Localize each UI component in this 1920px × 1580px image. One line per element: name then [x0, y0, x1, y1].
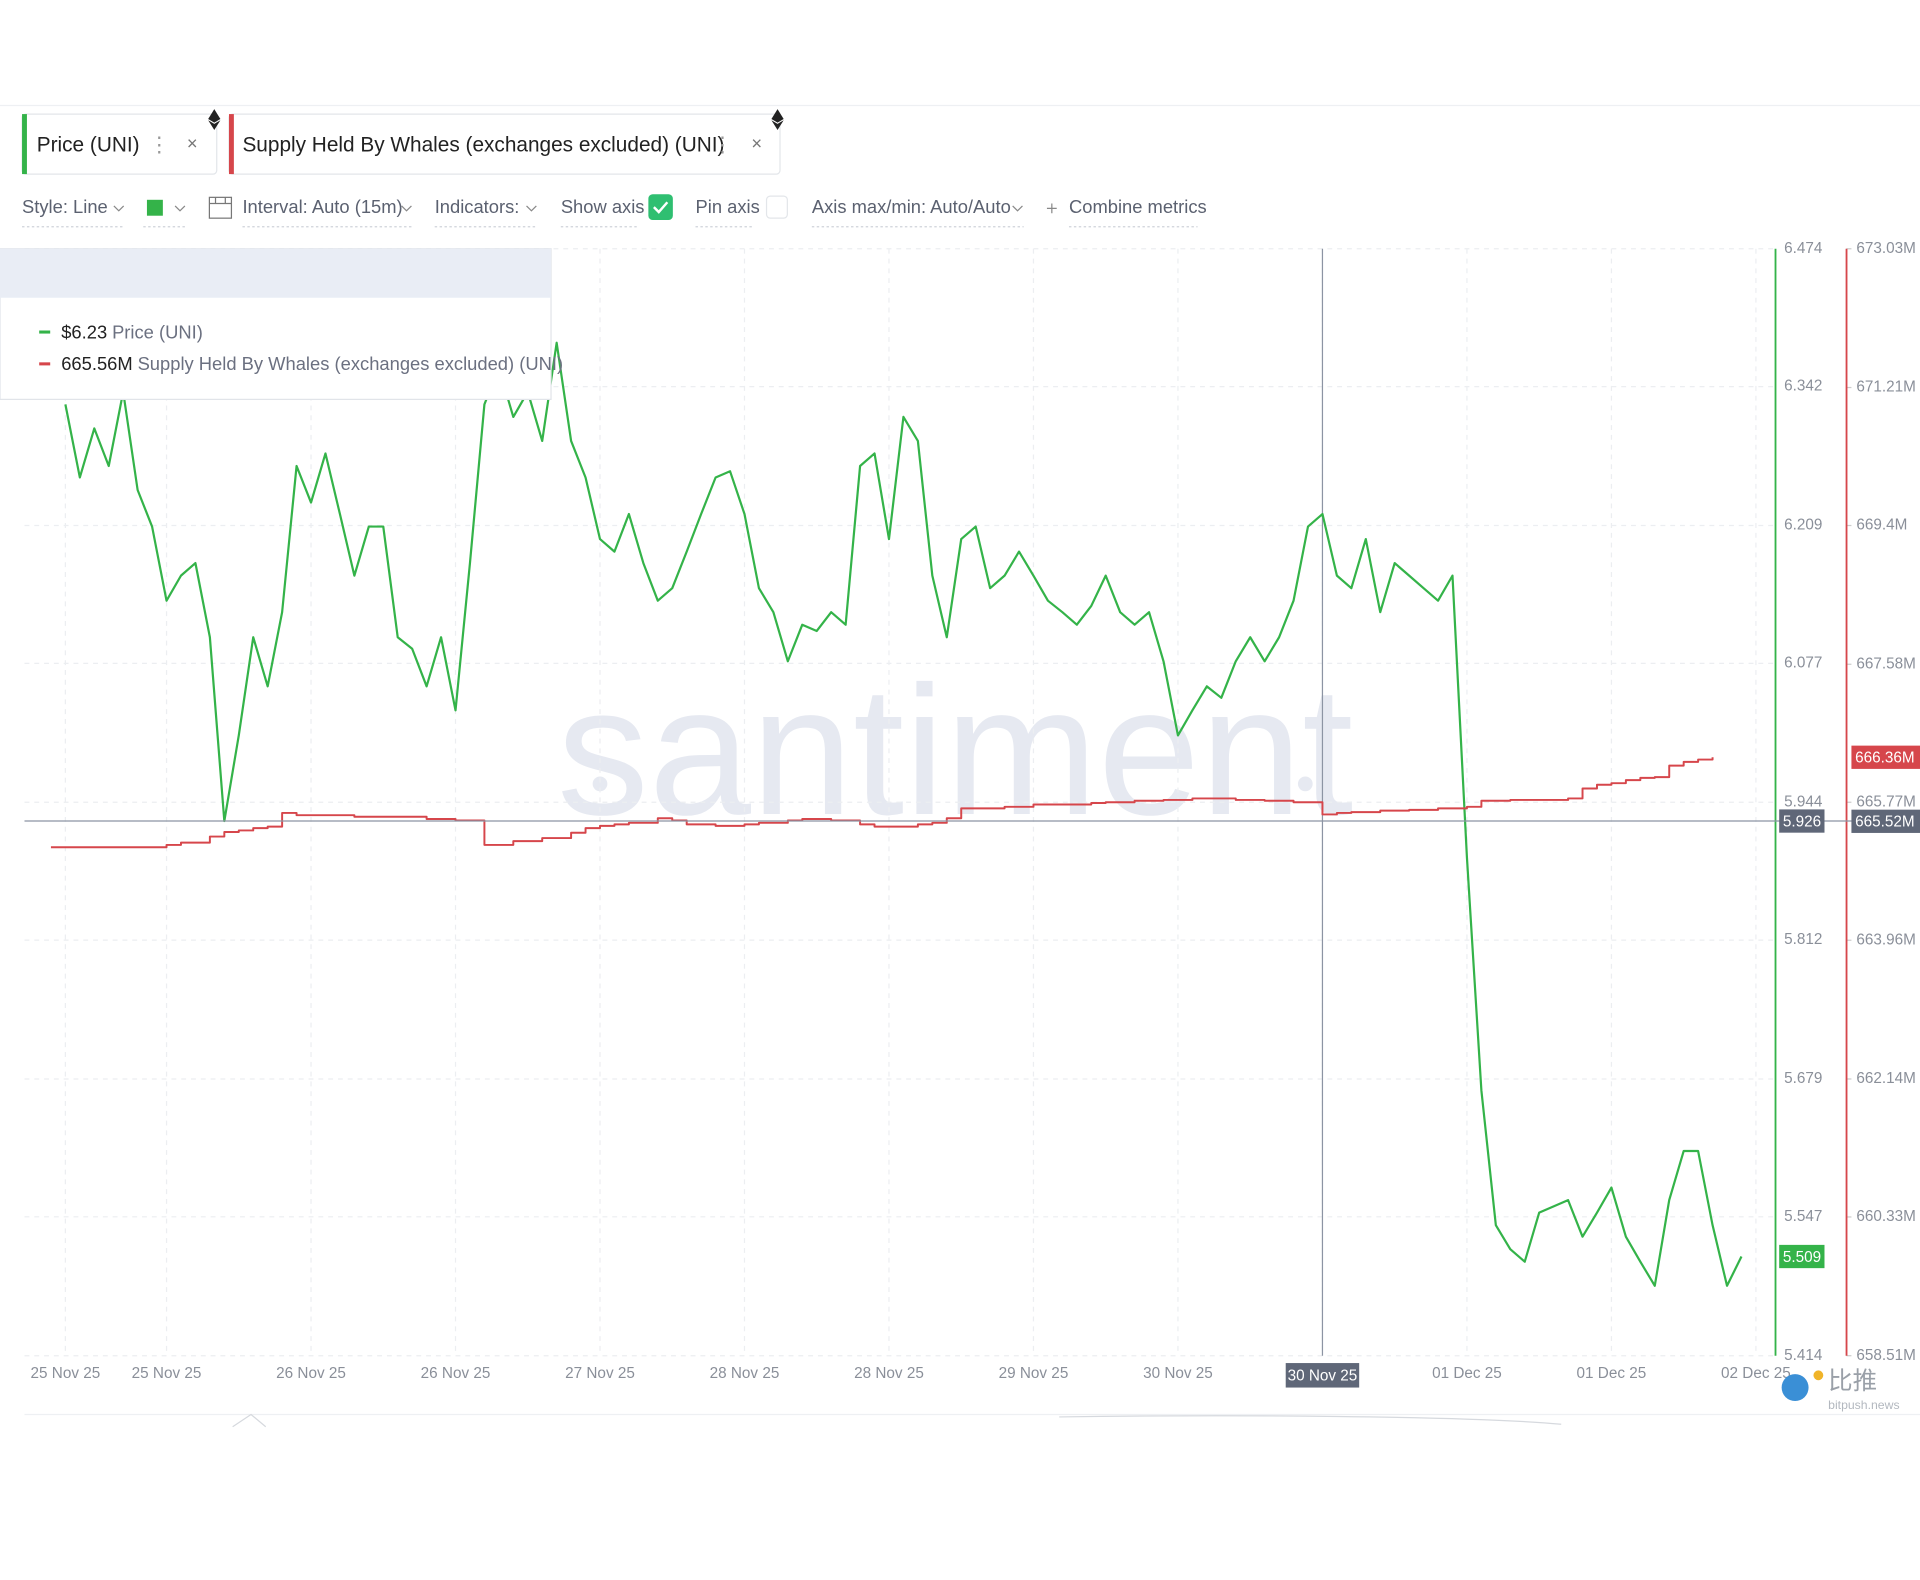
y-tick-label: 5.547 [1784, 1208, 1822, 1225]
y2-tick-label: 671.21M [1856, 379, 1916, 396]
tooltip-header [0, 248, 552, 298]
y-tick-label: 5.812 [1784, 931, 1822, 948]
value-badge [1779, 809, 1825, 833]
tab-label: Price (UNI) [37, 133, 140, 156]
chevron [113, 205, 125, 212]
value-badge [1851, 745, 1920, 769]
y2-tick-label: 665.77M [1856, 793, 1916, 810]
y-tick-label: 5.944 [1784, 793, 1823, 810]
pin-axis-label: Pin axis [696, 196, 760, 217]
show-axis-label: Show axis [561, 196, 645, 217]
interval-select[interactable]: Interval: Auto (15m) [242, 196, 402, 217]
watermark-dot [1297, 776, 1313, 792]
bitpush-logo [1781, 1374, 1809, 1402]
bitpush-text: 比推 [1828, 1367, 1877, 1395]
x-tick-label: 25 Nov 25 [132, 1365, 202, 1382]
watermark-dot [592, 776, 608, 792]
x-tick-label: 02 Dec 25 [1721, 1365, 1791, 1382]
navigator-trace [1059, 1415, 1562, 1425]
tab-close[interactable]: × [187, 133, 198, 154]
series-line [64, 341, 1743, 1287]
tooltip-row: 665.56M Supply Held By Whales (exchanges … [61, 353, 563, 374]
tab[interactable]: Price (UNI) ⋮ × [21, 109, 221, 175]
tab-color [22, 114, 27, 175]
tab-color [228, 114, 234, 175]
y2-tick-label: 660.33M [1856, 1208, 1916, 1225]
tooltip-row: $6.23 Price (UNI) [61, 321, 203, 342]
eth-icon [208, 109, 221, 130]
chevron [174, 205, 186, 212]
navigator-trace [232, 1413, 267, 1428]
tooltip-series-name: Supply Held By Whales (exchanges exclude… [138, 353, 564, 374]
y-tick-label: 6.209 [1784, 517, 1822, 534]
value-badge [1851, 809, 1920, 833]
value-badge-label: 666.36M [1855, 750, 1915, 767]
x-tick-label: 30 Nov 25 [1288, 1368, 1358, 1385]
tooltip-series-name: Price (UNI) [112, 321, 203, 342]
overlay: 5.926 665.52M 5.509 666.36M 25 Nov 25 25 Nov … [24, 745, 1920, 1388]
axis-minmax-select[interactable]: Axis max/min: Auto/Auto [812, 196, 1011, 217]
bitpush-logo-dot [1813, 1370, 1824, 1381]
value-badge-label: 5.509 [1783, 1249, 1821, 1266]
pin-axis-checkbox[interactable] [765, 195, 788, 219]
plus-icon [1046, 203, 1057, 214]
santiment-watermark: santiment [557, 648, 1353, 853]
tooltip-value: $6.23 [61, 321, 107, 342]
value-badge [1779, 1244, 1825, 1269]
x-tick-label: 29 Nov 25 [999, 1365, 1069, 1382]
y2-tick-label: 673.03M [1856, 240, 1916, 257]
x-tick-label: 01 Dec 25 [1432, 1365, 1502, 1382]
calendar-icon [208, 196, 233, 219]
series-line [50, 757, 1714, 849]
x-tick-label: 26 Nov 25 [421, 1365, 491, 1382]
chevron [401, 205, 412, 212]
crosshair-x-badge [1285, 1363, 1360, 1388]
chevron [526, 205, 537, 212]
checkmark [653, 201, 669, 214]
y-tick-label: 5.679 [1784, 1070, 1822, 1087]
tooltip: $6.23 Price (UNI) 665.56M Supply Held By W… [0, 248, 563, 400]
x-tick-label: 01 Dec 25 [1577, 1365, 1647, 1382]
calendar-icon-lines [209, 197, 232, 205]
y2-tick-label: 662.14M [1856, 1070, 1916, 1087]
color-picker[interactable] [146, 199, 163, 216]
y2-tick-label: 658.51M [1856, 1347, 1916, 1364]
x-tick-label: 25 Nov 25 [31, 1365, 101, 1382]
y2-tick-label: 667.58M [1856, 655, 1916, 672]
style-select[interactable]: Style: Line [22, 196, 108, 217]
value-badge-label: 665.52M [1855, 814, 1915, 831]
x-tick-label: 26 Nov 25 [276, 1365, 346, 1382]
combine-metrics[interactable]: Combine metrics [1069, 196, 1207, 217]
eth-icon [771, 109, 784, 130]
y2-tick-label: 669.4M [1856, 517, 1907, 534]
y-tick-label: 6.342 [1784, 378, 1822, 395]
watermark-text: santiment [557, 648, 1353, 853]
y2-tick-label: 663.96M [1856, 931, 1916, 948]
toolbar: Style: Line Interval: Auto (15m) Indicat… [22, 194, 1207, 228]
y-tick-label: 6.474 [1784, 240, 1823, 257]
tab-label: Supply Held By Whales (exchanges exclude… [242, 133, 724, 156]
x-tick-label: 28 Nov 25 [854, 1365, 924, 1382]
indicators-select[interactable]: Indicators: [435, 196, 520, 217]
y-tick-label: 5.414 [1784, 1347, 1823, 1364]
tooltip-value: 665.56M [61, 353, 132, 374]
tab[interactable]: Supply Held By Whales (exchanges exclude… [228, 109, 784, 175]
bitpush-url: bitpush.news [1828, 1398, 1899, 1412]
tab-menu[interactable]: ⋮ [712, 133, 733, 156]
x-tick-label: 28 Nov 25 [710, 1365, 780, 1382]
x-tick-label: 30 Nov 25 [1143, 1365, 1213, 1382]
value-badge-label: 5.926 [1783, 813, 1821, 830]
chevron [1012, 205, 1023, 212]
x-tick-label: 27 Nov 25 [565, 1365, 635, 1382]
show-axis-checkbox[interactable] [648, 194, 673, 220]
tab-close[interactable]: × [751, 133, 762, 154]
plot-area: 5.414 5.547 5.679 5.812 5.944 6.077 6.209 6.342… [24, 240, 1916, 1364]
tab-menu[interactable]: ⋮ [149, 133, 170, 156]
y-tick-label: 6.077 [1784, 654, 1822, 671]
